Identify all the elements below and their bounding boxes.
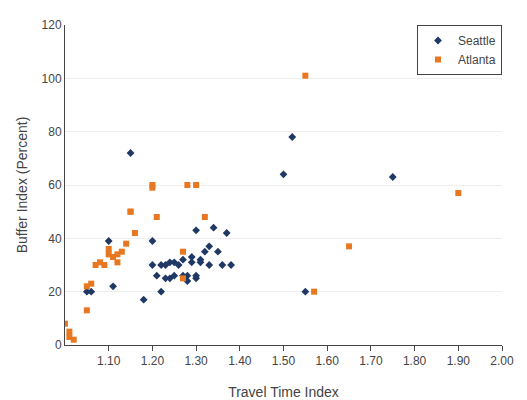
svg-text:1.70: 1.70 (359, 354, 383, 368)
svg-text:1.10: 1.10 (97, 354, 121, 368)
svg-text:Travel Time Index: Travel Time Index (228, 384, 339, 400)
svg-text:Buffer Index (Percent): Buffer Index (Percent) (14, 117, 30, 254)
svg-text:1.80: 1.80 (403, 354, 427, 368)
svg-text:100: 100 (42, 72, 62, 86)
svg-text:Atlanta: Atlanta (458, 53, 496, 67)
svg-text:2.00: 2.00 (490, 354, 514, 368)
svg-text:Seattle: Seattle (458, 34, 496, 48)
svg-text:120: 120 (42, 18, 62, 32)
svg-text:1.60: 1.60 (316, 354, 340, 368)
svg-text:80: 80 (48, 125, 62, 139)
svg-text:40: 40 (48, 232, 62, 246)
svg-text:1.20: 1.20 (141, 354, 165, 368)
svg-text:60: 60 (48, 178, 62, 192)
svg-text:1.30: 1.30 (184, 354, 208, 368)
svg-text:1.90: 1.90 (447, 354, 471, 368)
svg-text:20: 20 (48, 285, 62, 299)
svg-text:1.40: 1.40 (228, 354, 252, 368)
svg-text:0: 0 (55, 338, 62, 352)
svg-text:1.50: 1.50 (272, 354, 296, 368)
